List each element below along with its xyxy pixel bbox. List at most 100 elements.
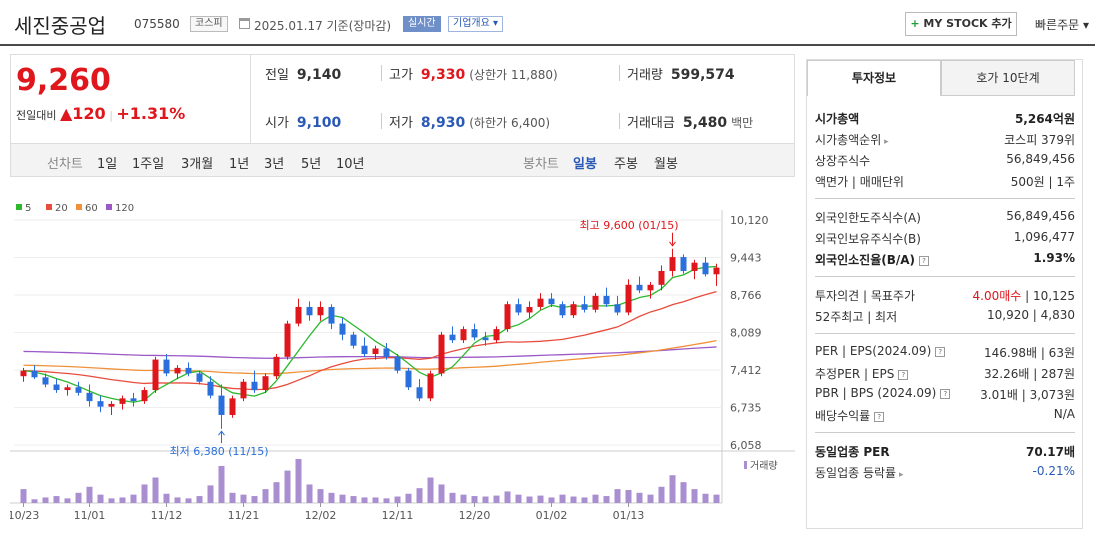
volume-bar [383,498,390,503]
candle-body [295,306,302,324]
divider [815,432,1075,433]
candle-body [504,304,511,330]
candle-body [64,387,71,391]
volume-bar [416,488,423,503]
legend-label: 5 [25,203,31,214]
chart-period-bar: 선차트 1일 1주일 3개월 1년 3년 5년 10년 봉차트 일봉 주봉 월봉 [10,143,795,177]
candle-body [581,304,588,310]
period-3y[interactable]: 3년 [264,157,285,172]
volume-bar [20,489,27,503]
candle-monthly[interactable]: 월봉 [654,157,678,172]
base-date: 2025.01.17 기준(장마감) [254,19,392,33]
period-1y[interactable]: 1년 [229,157,250,172]
candle-body [196,373,203,382]
candle-body [394,356,401,371]
volume-bar [713,494,720,503]
info-row: 투자의견 | 목표주가 4.00매수 | 10,125 [815,285,1075,305]
ma-line-120 [23,346,717,359]
candle-body [31,370,38,378]
legend-swatch [106,204,112,210]
price-chart[interactable]: 5 20 60 120 10,120 9,443 8,766 8,089 7,412 6,735 6… [8,195,795,531]
help-icon[interactable]: ? [874,411,885,422]
candle-body [328,306,335,324]
company-overview-button[interactable]: 기업개요 ▾ [448,16,503,32]
candle-body [372,348,379,355]
legend-swatch [46,204,52,210]
volume-bar [306,484,313,503]
volume-bar [119,497,126,503]
volume-bar [350,496,357,503]
info-row-label: 액면가 | 매매단위 [815,175,904,189]
period-3m[interactable]: 3개월 [181,157,214,172]
tab-order-book[interactable]: 호가 10단계 [941,60,1075,96]
info-row: PER | EPS(2024.09)? 146.98배 | 63원 [815,342,1075,362]
add-mystock-button[interactable]: + MY STOCK 추가 [905,12,1017,36]
candle-daily[interactable]: 일봉 [573,157,597,172]
candle-body [449,334,456,341]
divider [815,276,1075,277]
candle-body [625,284,632,313]
y-tick-label: 8,089 [730,327,762,340]
high-price: 고가 9,330 (상한가 11,880) [389,67,558,83]
help-icon[interactable]: ? [935,346,946,357]
volume-bar [130,494,137,503]
volume-bar [53,496,60,503]
volume-bar [438,484,445,503]
stock-name: 세진중공업 [14,14,106,38]
volume-bar [625,490,632,503]
realtime-button[interactable]: 실시간 [403,16,441,32]
y-tick-label: 7,412 [730,364,762,377]
volume-bar [229,492,236,503]
volume-bar [493,495,500,503]
volume-bar [163,493,170,503]
candle-body [548,298,555,305]
candle-body [713,267,720,275]
candle-body [515,304,522,313]
change-rate: +1.31% [116,104,186,123]
volume-bar [295,459,302,503]
trade-amount: 거래대금 5,480 백만 [627,115,754,131]
volume-bar [372,497,379,503]
volume-bar [328,492,335,503]
x-tick-label: 01/02 [536,509,568,522]
legend-swatch [16,204,22,210]
period-5y[interactable]: 5년 [301,157,322,172]
info-row: 외국인한도주식수(A) 56,849,456 [815,207,1075,227]
tab-investment-info[interactable]: 투자정보 [807,60,941,96]
volume-bar [515,494,522,503]
candle-weekly[interactable]: 주봉 [614,157,638,172]
volume-bar [702,493,709,503]
volume-legend-swatch [744,461,747,469]
candle-body [592,295,599,310]
help-icon[interactable]: ? [919,255,930,266]
candle-body [482,337,489,341]
volume-bar [592,494,599,503]
period-10y[interactable]: 10년 [336,157,365,172]
candle-body [493,329,500,341]
candle-body [647,284,654,291]
legend-label: 120 [115,203,134,214]
current-price-box: 9,260 전일대비 ▲120 | +1.31% [10,54,250,144]
volume-bar [427,477,434,503]
candle-body [229,398,236,415]
volume: 거래량 599,574 [627,67,735,83]
period-1d[interactable]: 1일 [97,157,118,172]
info-row: 시가총액순위 ▸ 코스피 379위 [815,129,1075,149]
candle-body [163,359,170,374]
quick-order-button[interactable]: 빠른주문 ▾ [1035,18,1089,32]
info-row-label: 외국인보유주식수(B) [815,232,921,246]
candle-body [570,304,577,316]
candle-body [526,306,533,313]
help-icon[interactable]: ? [898,369,909,380]
help-icon[interactable]: ? [940,388,951,399]
info-row-value: 3.01배 | 3,073원 [980,388,1075,402]
info-row-label: PBR | BPS (2024.09)? [815,386,951,400]
volume-bar [218,465,225,503]
min-arrow-head [218,430,225,436]
volume-bar [680,482,687,503]
period-1w[interactable]: 1주일 [132,157,165,172]
candle-body [691,262,698,271]
y-tick-label: 8,766 [730,289,762,302]
divider [815,333,1075,334]
volume-bar [86,486,93,503]
